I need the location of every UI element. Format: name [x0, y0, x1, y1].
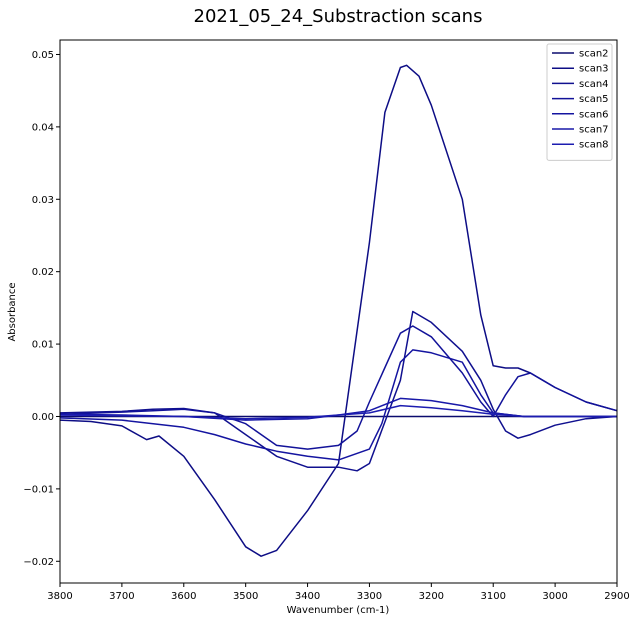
x-tick-label: 3300	[357, 591, 382, 602]
series-line-scan3	[59, 64, 618, 557]
plot-frame	[59, 39, 618, 584]
y-axis-label: Absorbance	[7, 282, 18, 341]
y-tick-label: −0.01	[23, 484, 54, 495]
x-tick-label: 3800	[47, 591, 72, 602]
legend-box	[546, 43, 613, 161]
legend: scan2 scan3 scan4 scan5 scan6 scan7 scan8	[546, 43, 613, 161]
y-tick-label: 0.03	[32, 195, 54, 206]
y-tick-label: 0.01	[32, 340, 54, 351]
legend-label: scan8	[579, 140, 609, 151]
x-tick-label: 3700	[109, 591, 134, 602]
x-axis-label: Wavenumber (cm-1)	[287, 605, 390, 616]
y-tick-label: 0.05	[32, 50, 54, 61]
x-tick-label: 3400	[295, 591, 320, 602]
x-tick-label: 2900	[604, 591, 629, 602]
legend-label: scan4	[579, 79, 609, 90]
y-axis: −0.02 −0.01 0.00 0.01 0.02 0.03 0.04 0.05	[23, 50, 60, 568]
y-tick-label: 0.02	[32, 267, 54, 278]
series-line-scan8	[59, 404, 617, 420]
legend-label: scan6	[579, 109, 609, 120]
legend-label: scan5	[579, 94, 609, 105]
x-tick-label: 3600	[171, 591, 196, 602]
chart-title: 2021_05_24_Substraction scans	[194, 6, 483, 27]
legend-label: scan2	[579, 49, 609, 60]
x-tick-label: 3500	[233, 591, 258, 602]
x-tick-label: 3000	[542, 591, 567, 602]
y-tick-label: −0.02	[23, 557, 54, 568]
x-tick-label: 3100	[480, 591, 505, 602]
series-line-scan5	[59, 325, 618, 450]
legend-label: scan3	[579, 64, 609, 75]
series-layer	[59, 64, 618, 557]
plot-area	[60, 40, 617, 583]
y-tick-label: 0.00	[32, 412, 54, 423]
x-axis: 3800 3700 3600 3500 3400 3300 3200 3100 3000 2900	[47, 583, 630, 602]
legend-label: scan7	[579, 125, 609, 136]
x-tick-label: 3200	[419, 591, 444, 602]
y-tick-label: 0.04	[32, 122, 54, 133]
